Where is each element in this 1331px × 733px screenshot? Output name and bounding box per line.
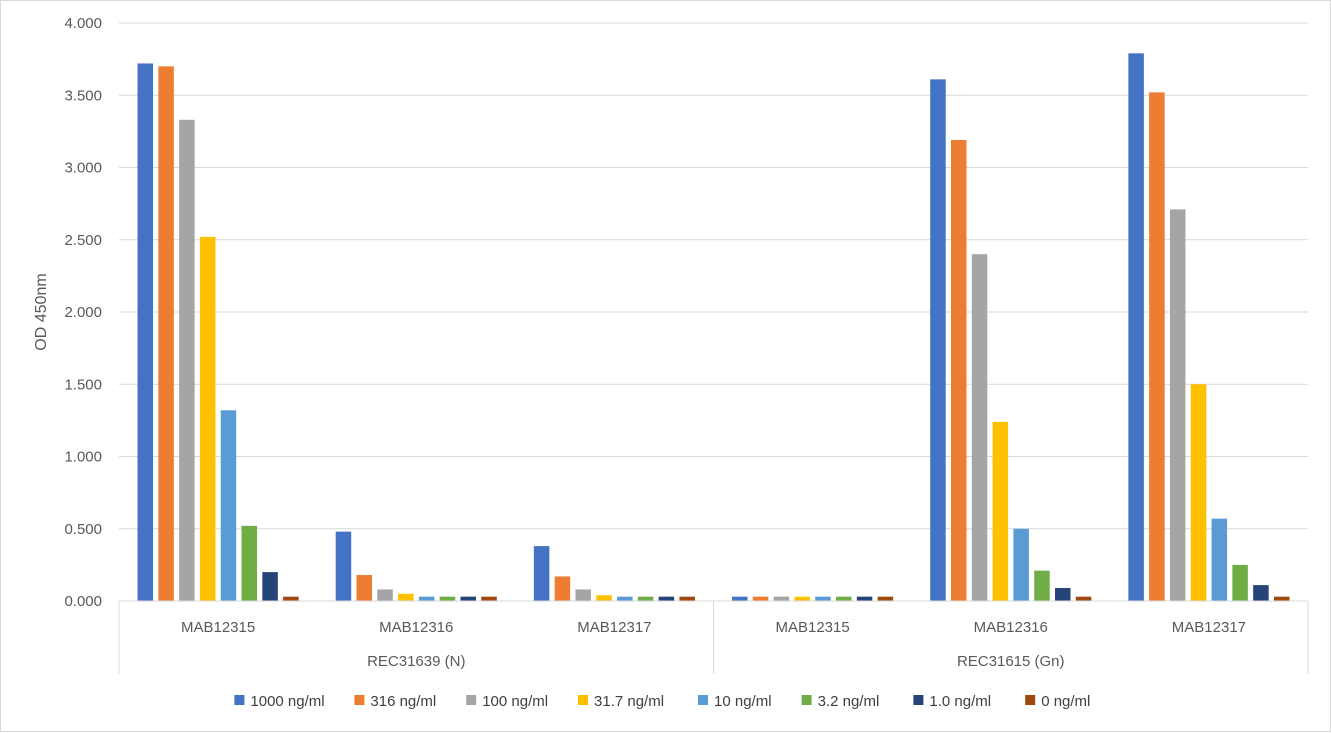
legend-label: 1.0 ng/ml: [929, 693, 991, 710]
legend-swatch: [801, 695, 812, 705]
bar: [1211, 518, 1228, 601]
legend-label: 3.2 ng/ml: [818, 693, 880, 710]
bar: [481, 596, 497, 601]
y-tick-label: 3.500: [64, 87, 102, 104]
bar: [617, 596, 633, 601]
gridlines: [119, 22, 1308, 602]
y-tick-label: 0.000: [64, 593, 102, 610]
bar: [137, 63, 154, 601]
bar: [877, 596, 894, 601]
bar: [856, 596, 873, 601]
bar: [752, 596, 769, 601]
bars: [137, 53, 1290, 602]
bar: [596, 595, 612, 601]
y-tick-label: 1.000: [64, 449, 102, 466]
legend-label: 1000 ng/ml: [250, 693, 324, 710]
y-tick-label: 3.000: [64, 160, 102, 177]
bar: [951, 140, 967, 602]
bar: [1075, 596, 1092, 601]
bar: [1034, 570, 1050, 601]
legend-swatch: [466, 695, 477, 705]
bar: [262, 572, 278, 601]
x-category-label: MAB12316: [379, 619, 453, 636]
bar: [220, 410, 237, 601]
legend-label: 316 ng/ml: [370, 693, 436, 710]
bar: [439, 596, 456, 601]
bar: [658, 596, 675, 601]
bar: [815, 596, 831, 601]
legend-swatch: [1025, 695, 1036, 705]
legend-label: 0 ng/ml: [1041, 693, 1090, 710]
bar: [1128, 53, 1144, 602]
bar: [1232, 564, 1248, 601]
y-tick-label: 2.500: [64, 232, 102, 249]
legend-label: 31.7 ng/ml: [594, 693, 664, 710]
legend-swatch: [578, 695, 588, 705]
y-tick-label: 1.500: [64, 376, 102, 393]
bar: [377, 589, 393, 601]
bar: [971, 254, 988, 601]
legend-swatch: [234, 695, 245, 705]
x-category-label: MAB12315: [181, 619, 255, 636]
legend-swatch: [913, 695, 924, 705]
x-category-label: MAB12316: [974, 619, 1048, 636]
legend: 1000 ng/ml 316 ng/ml 100 ng/ml 31.7 ng/ml 10…: [234, 693, 1090, 710]
bar: [158, 66, 174, 602]
bar: [836, 596, 852, 601]
x-group-label: REC31639 (N): [367, 653, 465, 670]
bar: [418, 596, 435, 601]
bar: [794, 596, 810, 601]
bar: [398, 593, 414, 601]
bar: [930, 79, 946, 602]
bar: [1273, 596, 1290, 601]
bar: [241, 525, 258, 601]
bar: [460, 596, 476, 601]
y-axis-title: OD 450nm: [33, 273, 50, 350]
legend-swatch: [354, 695, 365, 705]
legend-swatch: [698, 695, 708, 705]
bar: [356, 574, 372, 601]
bar: [533, 546, 550, 601]
bar: [575, 589, 591, 601]
bar: [773, 596, 790, 601]
bar: [679, 596, 695, 601]
bar: [1055, 587, 1071, 601]
bar: [283, 596, 299, 601]
bar: [1190, 384, 1207, 601]
legend-label: 10 ng/ml: [714, 693, 772, 710]
bar: [992, 421, 1009, 601]
x-group-label: REC31615 (Gn): [957, 653, 1065, 670]
bar: [732, 596, 748, 601]
y-tick-label: 0.500: [64, 521, 102, 538]
bar: [199, 236, 216, 602]
bar: [637, 596, 654, 601]
bar: [554, 576, 571, 601]
legend-label: 100 ng/ml: [482, 693, 548, 710]
bar: [1013, 528, 1029, 601]
bar: [1169, 209, 1186, 601]
x-category-label: MAB12315: [775, 619, 849, 636]
axes: 0.000 0.500 1.000 1.500 2.000 2.500 3.000 3.500…: [33, 15, 1309, 674]
bar: [179, 119, 195, 601]
x-category-label: MAB12317: [1172, 619, 1246, 636]
bar: [335, 531, 352, 601]
x-category-label: MAB12317: [577, 619, 651, 636]
y-tick-label: 4.000: [64, 15, 102, 32]
bar: [1253, 585, 1269, 601]
bar: [1149, 92, 1165, 602]
y-tick-label: 2.000: [64, 304, 102, 321]
